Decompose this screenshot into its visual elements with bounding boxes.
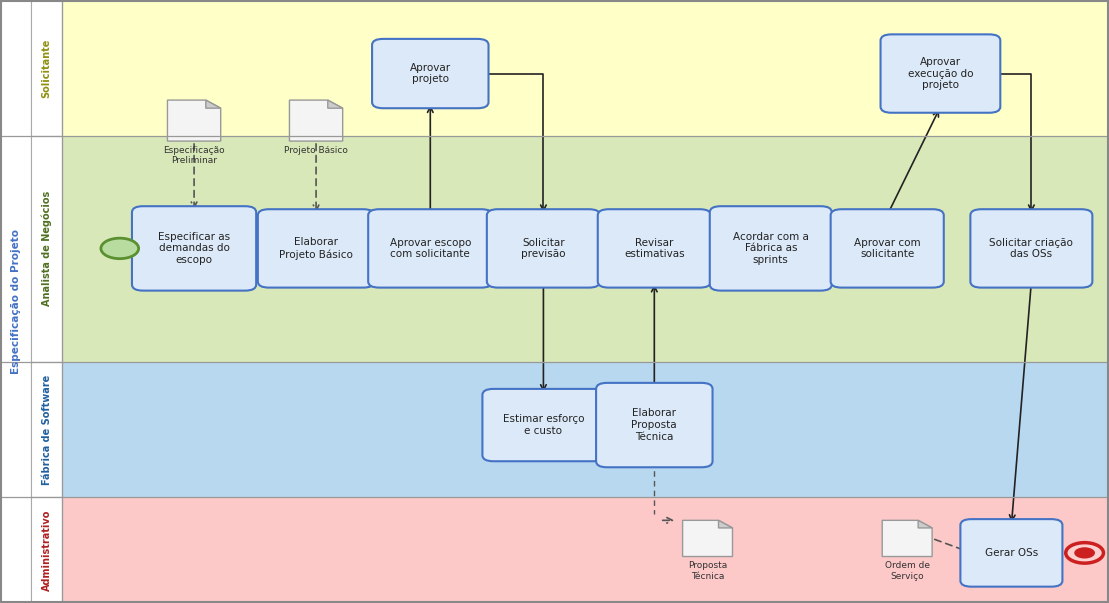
Text: Elaborar
Projeto Básico: Elaborar Projeto Básico	[279, 238, 353, 259]
Text: Gerar OSs: Gerar OSs	[985, 548, 1038, 558]
Bar	[62, 136, 1109, 362]
Text: Elaborar
Proposta
Técnica: Elaborar Proposta Técnica	[631, 408, 678, 441]
Bar	[31, 497, 62, 603]
FancyBboxPatch shape	[482, 389, 604, 461]
Bar	[0, 0, 31, 603]
Text: Aprovar com
solicitante: Aprovar com solicitante	[854, 238, 920, 259]
Circle shape	[101, 238, 139, 259]
FancyBboxPatch shape	[960, 519, 1062, 587]
FancyBboxPatch shape	[487, 209, 600, 288]
Bar	[62, 362, 1109, 497]
Text: Estimar esforço
e custo: Estimar esforço e custo	[502, 414, 584, 436]
Text: Fábrica de Software: Fábrica de Software	[41, 374, 52, 485]
Text: Administrativo: Administrativo	[41, 510, 52, 591]
Text: Aprovar
projeto: Aprovar projeto	[409, 63, 451, 84]
Text: Especificar as
demandas do
escopo: Especificar as demandas do escopo	[157, 232, 231, 265]
Polygon shape	[719, 520, 733, 528]
Text: Ordem de
Serviço: Ordem de Serviço	[885, 561, 929, 581]
Bar	[62, 497, 1109, 603]
FancyBboxPatch shape	[368, 209, 492, 288]
Text: Aprovar
execução do
projeto: Aprovar execução do projeto	[907, 57, 974, 90]
Bar	[31, 0, 62, 136]
Polygon shape	[328, 100, 343, 108]
FancyBboxPatch shape	[597, 383, 712, 467]
FancyBboxPatch shape	[710, 206, 832, 291]
FancyBboxPatch shape	[831, 209, 944, 288]
Circle shape	[1075, 548, 1095, 558]
FancyBboxPatch shape	[881, 34, 1000, 113]
FancyBboxPatch shape	[132, 206, 256, 291]
Polygon shape	[206, 100, 221, 108]
Text: Analista de Negócios: Analista de Negócios	[41, 191, 52, 306]
FancyBboxPatch shape	[372, 39, 488, 108]
Bar	[31, 136, 62, 362]
Text: Especificação do Projeto: Especificação do Projeto	[10, 229, 21, 374]
Polygon shape	[167, 100, 221, 141]
Text: Proposta
Técnica: Proposta Técnica	[688, 561, 728, 581]
Text: Especificação
Preliminar: Especificação Preliminar	[163, 146, 225, 165]
Bar	[62, 0, 1109, 136]
Text: Solicitante: Solicitante	[41, 38, 52, 98]
FancyBboxPatch shape	[598, 209, 711, 288]
Circle shape	[1066, 543, 1103, 563]
Polygon shape	[683, 520, 733, 557]
Polygon shape	[918, 520, 932, 528]
FancyBboxPatch shape	[970, 209, 1092, 288]
Text: Projeto Básico: Projeto Básico	[284, 146, 348, 155]
Text: Solicitar
previsão: Solicitar previsão	[521, 238, 566, 259]
Text: Acordar com a
Fábrica as
sprints: Acordar com a Fábrica as sprints	[733, 232, 808, 265]
Text: Aprovar escopo
com solicitante: Aprovar escopo com solicitante	[389, 238, 471, 259]
Bar	[31, 362, 62, 497]
FancyBboxPatch shape	[257, 209, 374, 288]
Polygon shape	[882, 520, 932, 557]
Polygon shape	[289, 100, 343, 141]
Text: Solicitar criação
das OSs: Solicitar criação das OSs	[989, 238, 1074, 259]
Text: Revisar
estimativas: Revisar estimativas	[624, 238, 684, 259]
